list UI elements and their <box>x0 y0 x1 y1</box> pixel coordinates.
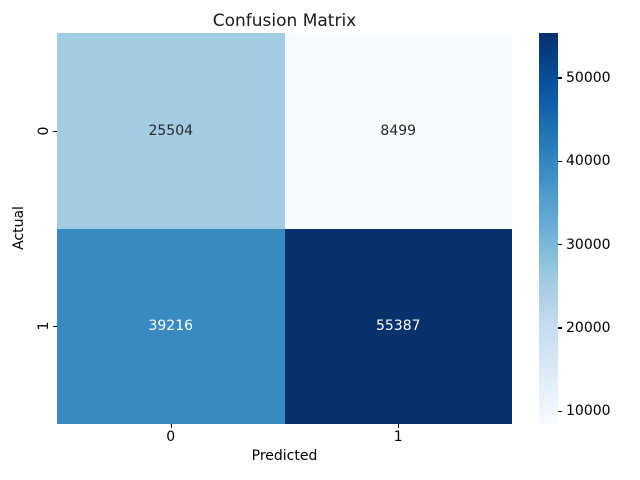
x-tick-label-0: 0 <box>166 429 176 445</box>
colorbar-tick-mark <box>558 410 562 413</box>
colorbar-tick-mark <box>558 327 562 329</box>
colorbar-tick-mark <box>558 160 562 162</box>
y-tick-mark-0 <box>53 130 57 132</box>
colorbar-tick-label: 40000 <box>566 153 611 170</box>
y-tick-label-1: 1 <box>36 321 52 331</box>
cell-annotation: 39216 <box>148 318 194 335</box>
cell-annotation: 8499 <box>380 122 417 139</box>
x-axis-label: Predicted <box>251 448 318 464</box>
cell-annotation: 55387 <box>375 318 421 335</box>
heatmap-cell-actual1-pred1: 55387 <box>284 228 512 424</box>
cell-annotation: 25504 <box>148 122 194 139</box>
colorbar-tick-label: 10000 <box>566 403 611 420</box>
heatmap-cell-actual1-pred0: 39216 <box>57 228 285 424</box>
heatmap: 25504 8499 39216 55387 <box>57 33 512 424</box>
colorbar-ticks: 10000 20000 30000 40000 50000 <box>558 33 640 424</box>
x-tick-mark-1 <box>398 424 399 428</box>
colorbar-tick-label: 50000 <box>566 69 611 86</box>
heatmap-cell-actual0-pred1: 8499 <box>284 33 512 229</box>
heatmap-cell-actual0-pred0: 25504 <box>57 33 285 229</box>
y-tick-label-0: 0 <box>36 126 52 136</box>
colorbar-tick-mark <box>558 77 562 79</box>
y-axis-label: Actual <box>11 206 27 250</box>
x-tick-mark-0 <box>170 424 172 428</box>
colorbar-tick-label: 20000 <box>566 320 611 337</box>
x-tick-label-1: 1 <box>393 429 403 445</box>
colorbar-gradient <box>539 33 558 424</box>
chart-title: Confusion Matrix <box>212 11 357 31</box>
colorbar: 10000 20000 30000 40000 50000 <box>539 33 611 424</box>
colorbar-tick-mark <box>558 244 562 246</box>
y-tick-mark-1 <box>53 325 57 327</box>
colorbar-tick-label: 30000 <box>566 236 611 253</box>
